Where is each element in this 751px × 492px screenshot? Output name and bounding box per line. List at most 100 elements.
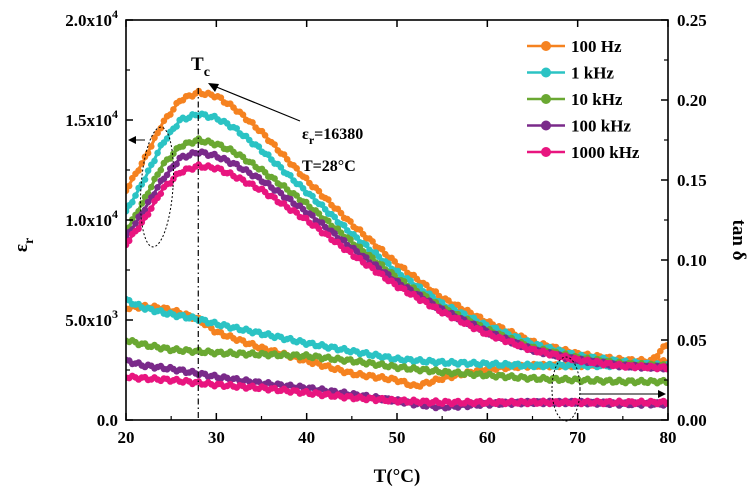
- legend-label: 100 Hz: [571, 37, 622, 56]
- eps-annotation: εr=16380: [302, 126, 363, 147]
- x-tick-label: 20: [118, 428, 135, 447]
- y-right-tick-label: 0.20: [677, 91, 707, 110]
- y-left-axis-title: εr: [11, 238, 37, 252]
- eps-point: [331, 213, 339, 221]
- eps-point: [363, 241, 370, 248]
- y-left-tick-label: 1.0x104: [65, 207, 118, 230]
- y-right-tick-label: 0.05: [677, 331, 707, 350]
- y-right-tick-label: 0.15: [677, 171, 707, 190]
- legend-swatch-marker: [541, 67, 551, 78]
- eps-point: [141, 206, 149, 214]
- y-right-tick-label: 0.00: [677, 411, 707, 430]
- y-right-tick-label: 0.10: [677, 251, 707, 270]
- x-tick-label: 50: [389, 428, 406, 447]
- temp-annotation: T=28°C: [302, 158, 356, 175]
- legend-swatch-marker: [541, 94, 551, 104]
- eps-point: [400, 264, 408, 272]
- series-layer: [126, 87, 668, 412]
- eps-point: [309, 212, 316, 219]
- peak-arrow: [213, 85, 301, 122]
- eps-point: [315, 187, 323, 195]
- eps-point: [271, 194, 278, 201]
- legend-item: 1000 kHz: [527, 143, 640, 162]
- eps-point: [233, 125, 240, 132]
- eps-point: [170, 106, 177, 113]
- x-tick-label: 70: [569, 428, 586, 447]
- eps-point: [340, 237, 348, 244]
- eps-point: [132, 192, 139, 199]
- x-tick-label: 60: [479, 428, 496, 447]
- x-tick-label: 30: [208, 428, 225, 447]
- eps-point: [167, 155, 174, 162]
- annotations: Tc εr=16380 T=28°C: [128, 54, 666, 422]
- x-axis-title: T(°C): [374, 466, 421, 487]
- tc-label: Tc: [191, 54, 210, 80]
- legend-swatch-marker: [541, 120, 551, 131]
- eps-point: [157, 124, 165, 132]
- eps-point: [138, 200, 146, 207]
- eps-point: [157, 190, 165, 197]
- left-group-ellipse: [139, 126, 175, 248]
- eps-point: [144, 198, 152, 206]
- eps-point: [347, 248, 354, 256]
- eps-point: [277, 164, 285, 171]
- right-group-ellipse: [551, 356, 581, 422]
- y-left-tick-label: 2.0x104: [65, 7, 118, 30]
- eps-point: [280, 151, 288, 158]
- legend-label: 1000 kHz: [571, 143, 640, 162]
- y-right-axis-title: tan δ: [728, 219, 749, 260]
- eps-point: [378, 270, 386, 278]
- eps-point: [299, 185, 307, 192]
- eps-point: [302, 214, 310, 222]
- eps-point: [347, 236, 354, 243]
- eps-point: [337, 209, 345, 217]
- eps-point: [309, 192, 316, 200]
- eps-point: [353, 234, 361, 241]
- eps-point: [271, 141, 278, 148]
- tan-point: [657, 347, 664, 355]
- legend-item: 100 Hz: [527, 37, 622, 56]
- eps-point: [163, 135, 171, 142]
- eps-point: [126, 237, 133, 245]
- eps-point: [391, 258, 399, 265]
- eps-point: [167, 111, 174, 118]
- legend-swatch-marker: [541, 41, 551, 51]
- eps-point: [141, 176, 149, 183]
- eps-point: [369, 238, 376, 245]
- x-tick-label: 80: [660, 428, 677, 447]
- y-left-tick-label: 0.0: [97, 411, 118, 430]
- eps-point: [138, 181, 146, 188]
- eps-point: [347, 218, 354, 225]
- eps-point: [249, 119, 256, 126]
- tan-point: [653, 353, 661, 360]
- tan-point: [663, 379, 668, 386]
- series-1000-khz: [126, 161, 668, 408]
- eps-point: [135, 225, 142, 233]
- eps-point: [363, 254, 370, 261]
- eps-point: [144, 167, 152, 174]
- axis-ticks: 20 30 40 50 60 70 80 0.0 5.0x103 1.0x104 1.5x104…: [11, 7, 749, 487]
- eps-point: [340, 222, 348, 229]
- eps-point: [154, 184, 161, 191]
- legend-swatch-marker: [541, 147, 551, 157]
- eps-point: [173, 123, 180, 130]
- eps-point: [318, 201, 326, 208]
- tan-point: [663, 342, 668, 349]
- right-arrow-head: [658, 390, 666, 398]
- eps-point: [325, 231, 332, 239]
- eps-point: [154, 129, 161, 137]
- eps-point: [265, 151, 272, 158]
- eps-point: [148, 205, 155, 212]
- y-left-tick-label: 1.5x104: [65, 107, 118, 130]
- eps-point: [138, 160, 146, 167]
- eps-point: [135, 167, 142, 174]
- eps-point: [287, 172, 294, 179]
- eps-point: [423, 281, 430, 289]
- eps-point: [283, 156, 291, 163]
- arrow-head: [208, 83, 219, 92]
- eps-point: [148, 143, 155, 150]
- legend-label: 100 kHz: [571, 117, 631, 136]
- eps-point: [129, 198, 136, 206]
- eps-point: [144, 211, 152, 218]
